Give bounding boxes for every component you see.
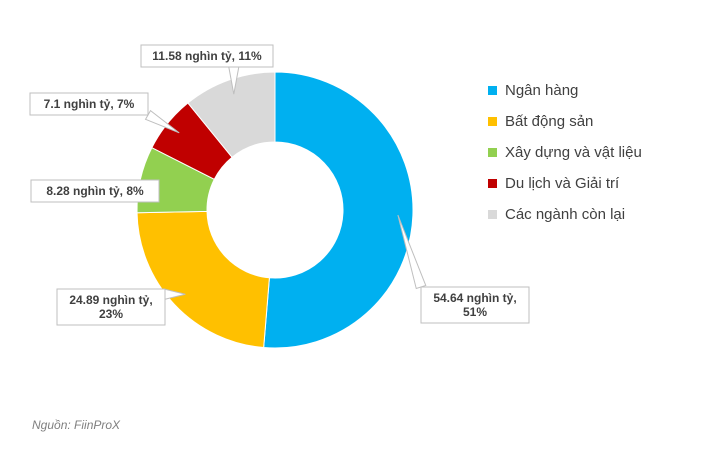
data-label-0-line-1: 51% [463,305,487,319]
legend-item-con-lai: Các ngành còn lại [488,204,642,224]
legend-swatch [488,85,497,95]
legend-label: Xây dựng và vật liệu [505,143,642,161]
callout-box-3 [29,92,149,116]
legend-item-ngan-hang: Ngân hàng [488,80,642,100]
legend-swatch [488,178,497,188]
legend-swatch [488,209,497,219]
callout-box-1 [56,288,166,326]
data-label-0-line-0: 54.64 nghìn tỷ, [433,291,516,305]
callout-box-4 [140,44,274,68]
donut-slice-1 [136,210,270,349]
legend-label: Ngân hàng [505,81,579,99]
data-label-4-line-0: 11.58 nghìn tỷ, 11% [152,49,262,63]
data-label-1-line-1: 23% [99,307,123,321]
callout-box-0 [420,286,530,324]
legend-label: Các ngành còn lại [505,205,626,223]
chart-legend: Ngân hàng Bất động sản Xây dựng và vật l… [488,80,642,235]
legend-item-xay-dung: Xây dựng và vật liệu [488,142,642,162]
legend-label: Du lịch và Giải trí [505,174,620,192]
callout-box-2 [30,179,160,203]
data-label-1-line-0: 24.89 nghìn tỷ, [69,293,152,307]
legend-swatch [488,116,497,126]
data-label-3-line-0: 7.1 nghìn tỷ, 7% [44,97,135,111]
donut-slices [136,71,414,349]
donut-slice-0 [263,71,414,349]
legend-swatch [488,147,497,157]
data-label-callouts: 54.64 nghìn tỷ,51% 24.89 nghìn tỷ,23% 8.28… [29,44,530,326]
data-label-2-line-0: 8.28 nghìn tỷ, 8% [46,184,144,198]
legend-label: Bất động sản [505,112,594,130]
legend-item-bat-dong-san: Bất động sản [488,111,642,131]
source-note: Nguồn: FiinProX [32,418,121,432]
legend-item-du-lich: Du lịch và Giải trí [488,173,642,193]
donut-slice-4 [187,71,276,158]
